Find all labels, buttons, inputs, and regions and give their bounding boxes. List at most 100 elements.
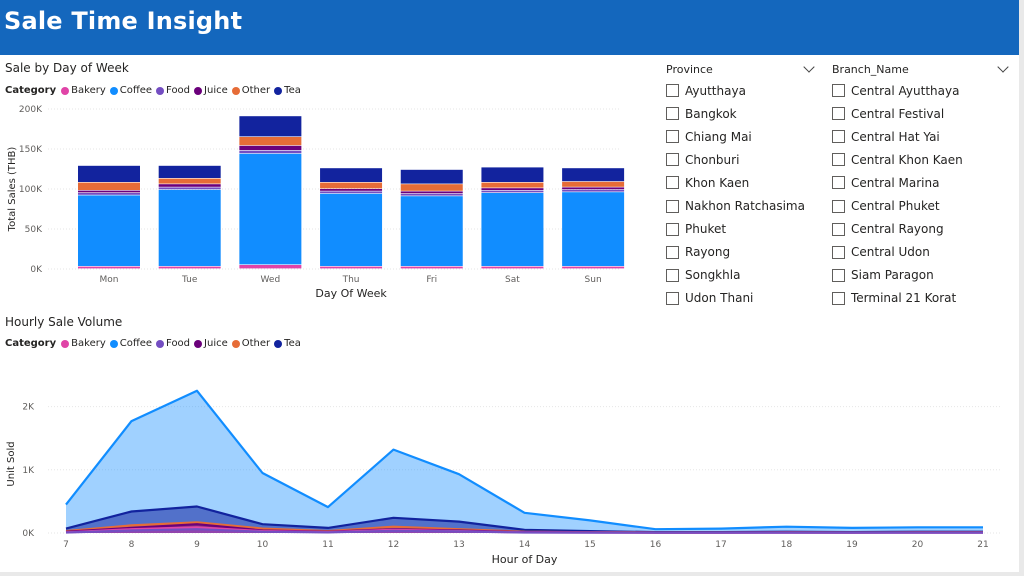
bar-segment-coffee[interactable] <box>400 196 463 266</box>
bar-segment-tea[interactable] <box>481 167 544 182</box>
slicer-item[interactable]: Central Khon Kaen <box>832 148 1010 171</box>
slicer-item[interactable]: Central Hat Yai <box>832 125 1010 148</box>
slicer-item[interactable]: Central Festival <box>832 102 1010 125</box>
slicer-item[interactable]: Rayong <box>666 241 816 264</box>
slicer-item[interactable]: Udon Thani <box>666 287 816 310</box>
slicer-item[interactable]: Ayutthaya <box>666 79 816 102</box>
bar-segment-other[interactable] <box>481 182 544 188</box>
slicer-item[interactable]: Chiang Mai <box>666 125 816 148</box>
checkbox[interactable] <box>666 107 679 121</box>
slicer-item[interactable]: Siam Paragon <box>832 264 1010 287</box>
slicer-item[interactable]: Central Marina <box>832 171 1010 194</box>
province-slicer-header[interactable]: Province <box>666 60 816 78</box>
bar-segment-juice[interactable] <box>78 190 140 193</box>
slicer-item[interactable]: Songkhla <box>666 264 816 287</box>
bar-segment-bakery[interactable] <box>78 266 140 269</box>
slicer-item[interactable]: Bangkok <box>666 102 816 125</box>
series-line-coffee[interactable] <box>65 389 983 531</box>
bar-segment-food[interactable] <box>78 193 140 195</box>
slicer-item[interactable]: Phuket <box>666 218 816 241</box>
legend-item-bakery[interactable]: Bakery <box>61 85 106 96</box>
legend-item-tea[interactable]: Tea <box>274 85 301 96</box>
bar-segment-food[interactable] <box>400 193 463 196</box>
chevron-down-icon[interactable] <box>803 60 815 73</box>
slicer-item[interactable]: Central Rayong <box>832 218 1010 241</box>
slicer-item[interactable]: Central Phuket <box>832 194 1010 217</box>
checkbox[interactable] <box>832 268 845 282</box>
bar-segment-bakery[interactable] <box>481 266 544 269</box>
slicer-item[interactable]: Chonburi <box>666 148 816 171</box>
bar-segment-other[interactable] <box>400 184 463 191</box>
checkbox[interactable] <box>832 291 845 305</box>
checkbox[interactable] <box>666 245 679 259</box>
checkbox[interactable] <box>832 245 845 259</box>
bar-segment-other[interactable] <box>562 181 625 187</box>
bar-segment-food[interactable] <box>562 189 625 192</box>
bar-segment-other[interactable] <box>239 137 302 146</box>
checkbox[interactable] <box>832 84 845 98</box>
checkbox[interactable] <box>666 199 679 213</box>
bar-segment-other[interactable] <box>158 178 221 184</box>
checkbox[interactable] <box>832 130 845 144</box>
legend-item-other[interactable]: Other <box>231 338 270 349</box>
bar-segment-juice[interactable] <box>158 184 221 187</box>
bar-segment-coffee[interactable] <box>481 193 544 266</box>
bar-segment-food[interactable] <box>239 150 302 154</box>
bar-segment-food[interactable] <box>158 187 221 190</box>
bar-segment-tea[interactable] <box>239 116 302 137</box>
bar-segment-tea[interactable] <box>400 169 463 184</box>
bar-segment-juice[interactable] <box>562 187 625 190</box>
checkbox[interactable] <box>666 84 679 98</box>
checkbox[interactable] <box>832 176 845 190</box>
checkbox[interactable] <box>666 222 679 236</box>
bar-segment-bakery[interactable] <box>320 266 383 269</box>
legend-item-juice[interactable]: Juice <box>194 85 228 96</box>
slicer-item[interactable]: Nakhon Ratchasima <box>666 194 816 217</box>
bar-segment-bakery[interactable] <box>239 265 302 269</box>
bar-segment-coffee[interactable] <box>320 193 383 266</box>
bar-segment-food[interactable] <box>320 191 383 194</box>
checkbox[interactable] <box>832 107 845 121</box>
checkbox[interactable] <box>666 176 679 190</box>
slicer-item[interactable]: Terminal 21 Korat <box>832 287 1010 310</box>
legend-item-bakery[interactable]: Bakery <box>61 338 106 349</box>
legend-item-coffee[interactable]: Coffee <box>109 85 152 96</box>
bar-segment-food[interactable] <box>481 190 544 193</box>
legend-item-other[interactable]: Other <box>231 85 270 96</box>
bar-segment-other[interactable] <box>78 182 140 190</box>
chevron-down-icon[interactable] <box>997 60 1009 73</box>
branch-slicer-header[interactable]: Branch_Name <box>832 60 1010 78</box>
bar-segment-coffee[interactable] <box>239 153 302 265</box>
checkbox[interactable] <box>832 222 845 236</box>
branch-slicer[interactable]: Branch_Name Central Ayutthaya Central Fes… <box>832 60 1010 310</box>
bar-segment-juice[interactable] <box>481 188 544 190</box>
bar-segment-tea[interactable] <box>562 168 625 182</box>
legend-item-juice[interactable]: Juice <box>194 338 228 349</box>
bar-segment-other[interactable] <box>320 182 383 189</box>
legend-item-food[interactable]: Food <box>156 85 190 96</box>
bar-segment-juice[interactable] <box>320 189 383 191</box>
legend-item-tea[interactable]: Tea <box>274 338 301 349</box>
bar-segment-juice[interactable] <box>239 145 302 150</box>
bar-segment-coffee[interactable] <box>78 195 140 266</box>
bar-segment-tea[interactable] <box>78 165 140 182</box>
slicer-item[interactable]: Central Ayutthaya <box>832 79 1010 102</box>
province-slicer[interactable]: Province Ayutthaya Bangkok Chiang Mai Chonb… <box>666 60 816 310</box>
slicer-item[interactable]: Khon Kaen <box>666 171 816 194</box>
checkbox[interactable] <box>666 153 679 167</box>
checkbox[interactable] <box>666 291 679 305</box>
legend-item-coffee[interactable]: Coffee <box>109 338 152 349</box>
series-line-food[interactable] <box>65 528 983 534</box>
checkbox[interactable] <box>666 130 679 144</box>
bar-segment-bakery[interactable] <box>400 266 463 269</box>
bar-segment-coffee[interactable] <box>158 189 221 266</box>
bar-segment-juice[interactable] <box>400 191 463 194</box>
bar-segment-bakery[interactable] <box>158 266 221 269</box>
checkbox[interactable] <box>832 199 845 213</box>
checkbox[interactable] <box>666 268 679 282</box>
bar-segment-coffee[interactable] <box>562 192 625 266</box>
bar-segment-tea[interactable] <box>158 165 221 178</box>
checkbox[interactable] <box>832 153 845 167</box>
slicer-item[interactable]: Central Udon <box>832 241 1010 264</box>
legend-item-food[interactable]: Food <box>156 338 190 349</box>
